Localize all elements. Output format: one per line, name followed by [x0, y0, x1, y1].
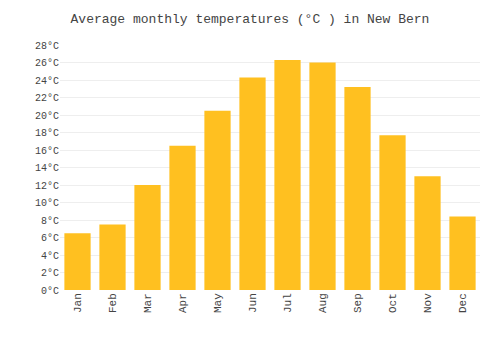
- svg-text:20°C: 20°C: [35, 111, 59, 122]
- svg-text:14°C: 14°C: [35, 163, 59, 174]
- svg-text:Average monthly temperatures (: Average monthly temperatures (°C ) in Ne…: [71, 12, 430, 27]
- svg-text:26°C: 26°C: [35, 58, 59, 69]
- svg-text:12°C: 12°C: [35, 181, 59, 192]
- svg-text:0°C: 0°C: [41, 286, 59, 297]
- svg-text:2°C: 2°C: [41, 268, 59, 279]
- svg-text:Sep: Sep: [352, 293, 364, 313]
- svg-text:16°C: 16°C: [35, 146, 59, 157]
- svg-text:Oct: Oct: [387, 293, 399, 313]
- svg-text:6°C: 6°C: [41, 233, 59, 244]
- svg-text:4°C: 4°C: [41, 251, 59, 262]
- svg-text:Aug: Aug: [317, 293, 329, 313]
- svg-text:8°C: 8°C: [41, 216, 59, 227]
- svg-text:Jan: Jan: [72, 293, 84, 313]
- svg-text:Feb: Feb: [107, 293, 119, 313]
- svg-text:22°C: 22°C: [35, 93, 59, 104]
- svg-text:Apr: Apr: [177, 293, 189, 313]
- svg-text:24°C: 24°C: [35, 76, 59, 87]
- svg-text:28°C: 28°C: [35, 41, 59, 52]
- svg-text:Jul: Jul: [282, 293, 294, 313]
- svg-text:Dec: Dec: [457, 293, 469, 313]
- svg-text:Mar: Mar: [142, 293, 154, 313]
- svg-text:10°C: 10°C: [35, 198, 59, 209]
- svg-text:May: May: [212, 293, 224, 313]
- svg-text:Nov: Nov: [422, 293, 434, 313]
- svg-text:18°C: 18°C: [35, 128, 59, 139]
- svg-text:Jun: Jun: [247, 293, 259, 313]
